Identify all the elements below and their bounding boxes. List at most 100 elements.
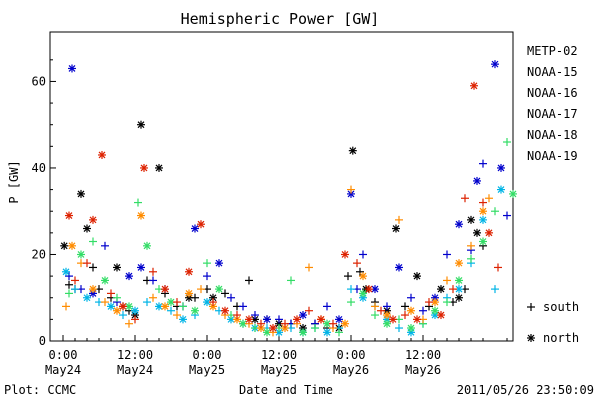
- south-marker: [443, 276, 451, 285]
- north-marker: [245, 315, 253, 324]
- north-marker: [359, 272, 367, 281]
- south-marker: [371, 311, 379, 320]
- south-marker: [209, 298, 217, 307]
- south-marker: [149, 276, 157, 285]
- south-marker: [401, 311, 409, 320]
- north-marker: [89, 215, 97, 224]
- south-marker: [143, 298, 151, 307]
- south-marker: [359, 250, 367, 259]
- x-tick-time: 0:00: [49, 348, 78, 362]
- north-marker: [263, 315, 271, 324]
- south-marker: [377, 306, 385, 315]
- south-marker: [233, 311, 241, 320]
- south-marker: [167, 306, 175, 315]
- south-marker: [425, 298, 433, 307]
- north-marker: [269, 324, 277, 333]
- north-marker: [101, 276, 109, 285]
- legend-entry: NOAA-19: [527, 149, 578, 163]
- north-marker: [77, 250, 85, 259]
- north-marker: [113, 306, 121, 315]
- north-marker: [389, 315, 397, 324]
- north-marker: [83, 224, 91, 233]
- south-marker: [383, 302, 391, 311]
- south-marker: [71, 276, 79, 285]
- south-marker: [245, 276, 253, 285]
- x-tick-time: 12:00: [261, 348, 297, 362]
- north-marker: [83, 293, 91, 302]
- y-axis: 0 20 40 60: [32, 59, 56, 348]
- y-axis-label: P [GW]: [7, 160, 21, 203]
- north-legend-label: north: [543, 331, 579, 345]
- north-marker: [473, 176, 481, 185]
- north-marker: [185, 267, 193, 276]
- north-marker: [455, 259, 463, 268]
- south-marker: [305, 306, 313, 315]
- y-tick-label: 60: [32, 74, 46, 88]
- south-marker: [503, 211, 511, 220]
- north-marker: [155, 302, 163, 311]
- north-marker: [62, 267, 70, 276]
- north-marker: [383, 319, 391, 328]
- south-marker: [449, 285, 457, 294]
- south-marker: [257, 319, 265, 328]
- north-marker: [491, 60, 499, 69]
- north-marker: [467, 215, 475, 224]
- x-tick-date: May26: [333, 363, 369, 377]
- south-marker: [65, 289, 73, 298]
- north-marker: [455, 293, 463, 302]
- north-marker: [77, 189, 85, 198]
- north-marker: [179, 315, 187, 324]
- south-marker: [89, 263, 97, 272]
- north-marker: [497, 185, 505, 194]
- north-marker: [395, 263, 403, 272]
- south-marker: [275, 315, 283, 324]
- south-marker: [305, 263, 313, 272]
- south-marker: [356, 267, 364, 276]
- north-marker: [293, 315, 301, 324]
- series-noaa-15: [65, 60, 511, 328]
- south-marker: [62, 302, 70, 311]
- y-tick-label: 40: [32, 161, 46, 175]
- series-metp-02: [60, 120, 487, 333]
- south-marker: [149, 267, 157, 276]
- south-marker: [131, 315, 139, 324]
- south-marker: [89, 237, 97, 246]
- south-marker: [344, 272, 352, 281]
- north-marker: [359, 289, 367, 298]
- north-marker: [203, 298, 211, 307]
- south-legend-marker: [527, 303, 535, 311]
- x-axis-label: Date and Time: [239, 383, 333, 397]
- x-tick-date: May26: [405, 363, 441, 377]
- series-noaa-17: [65, 138, 517, 337]
- north-marker: [191, 224, 199, 233]
- north-marker: [365, 285, 373, 294]
- north-marker: [215, 259, 223, 268]
- x-axis: 0:00May2412:00May240:00May2512:00May250:…: [45, 335, 508, 377]
- south-marker: [287, 276, 295, 285]
- north-marker: [131, 306, 139, 315]
- south-marker: [101, 241, 109, 250]
- south-marker: [134, 198, 142, 207]
- north-marker: [455, 220, 463, 229]
- north-legend-marker: [527, 334, 535, 342]
- north-marker: [65, 211, 73, 220]
- south-marker: [191, 293, 199, 302]
- south-marker: [173, 311, 181, 320]
- footer-timestamp: 2011/05/26 23:50:09: [457, 383, 594, 397]
- south-marker: [65, 272, 73, 281]
- legend-entry: NOAA-15: [527, 65, 578, 79]
- series-legend: METP-02 NOAA-15 NOAA-16 NOAA-17 NOAA-18 NOAA-…: [527, 44, 578, 163]
- north-marker: [497, 163, 505, 172]
- north-marker: [431, 306, 439, 315]
- north-marker: [143, 241, 151, 250]
- x-tick-date: May25: [189, 363, 225, 377]
- north-marker: [263, 328, 271, 337]
- north-marker: [299, 328, 307, 337]
- south-marker: [503, 138, 511, 147]
- north-marker: [317, 315, 325, 324]
- data-points: [60, 60, 517, 337]
- south-marker: [479, 198, 487, 207]
- north-marker: [161, 285, 169, 294]
- north-marker: [392, 224, 400, 233]
- south-marker: [347, 298, 355, 307]
